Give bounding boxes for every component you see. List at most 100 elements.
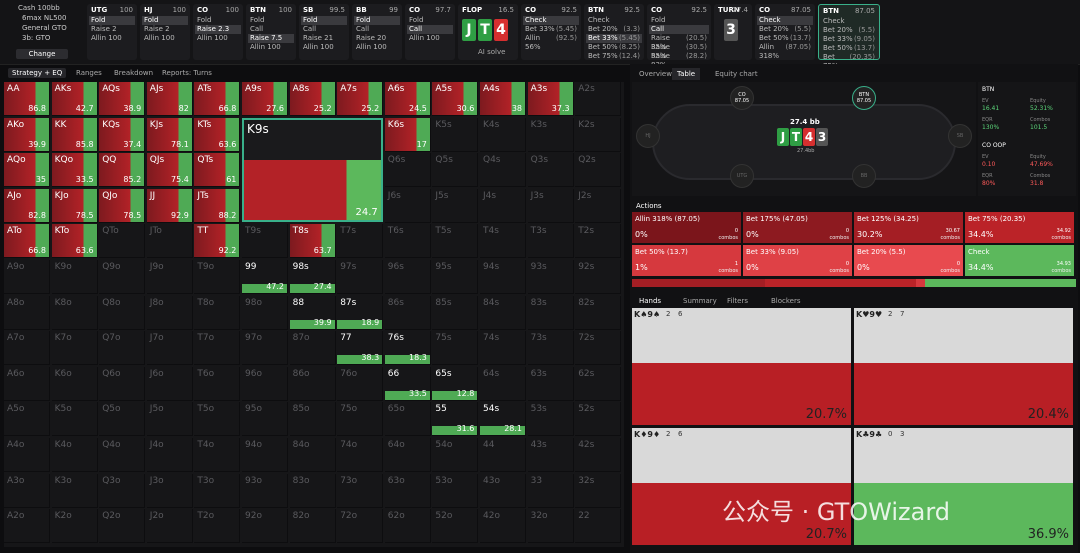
hand-cell[interactable]: J4o [146,438,193,472]
hand-cell[interactable]: KQs 37.4 [99,117,146,152]
hand-cell[interactable]: K4s [480,117,526,152]
hand-cell[interactable]: T7o [194,331,241,366]
hand-tile[interactable]: K♥9♥ 2 7 20.4% [854,308,1073,425]
hand-cell[interactable]: 62o [384,509,431,544]
hand-cell[interactable]: KJs 78.1 [146,117,193,152]
hand-cell[interactable]: K8o [51,295,98,330]
hand-cell[interactable]: AA 86.8 [4,82,50,116]
action-option[interactable]: Check [821,17,877,26]
hand-cell[interactable]: 96o [242,366,288,401]
hand-cell[interactable]: Q5o [99,402,146,437]
hand-cell[interactable]: T6s [384,224,431,259]
hand-cell[interactable]: Q6o [99,366,146,401]
hand-cell[interactable]: 64s [480,366,526,401]
action-option[interactable]: Allin 100 [142,34,188,43]
hand-cell[interactable]: 82o [289,509,336,544]
hand-cell[interactable]: 32o [527,509,574,544]
hand-cell[interactable]: 87s 18.9 [337,295,384,330]
action-option[interactable]: Raise 21 [301,34,347,43]
hand-cell[interactable]: Q4s [480,153,526,188]
hands-tab[interactable]: Hands [639,297,662,305]
hand-cell[interactable]: J4s [480,188,526,223]
hands-tab[interactable]: Filters [727,297,748,305]
hand-cell[interactable]: 54o [432,438,479,472]
action-tile[interactable]: Bet 175% (47.05) 0% 0 combos [743,212,852,243]
hand-cell[interactable]: AKo 39.9 [4,117,50,152]
action-option[interactable]: Allin 100 [89,34,135,43]
panel-tab[interactable]: Table [672,68,701,80]
hand-cell[interactable]: A3o [4,473,50,508]
hand-cell[interactable]: A6s 24.5 [384,82,431,116]
hand-cell[interactable]: 73o [337,473,384,508]
action-tile[interactable]: Allin 318% (87.05) 0% 0 combos [632,212,741,243]
action-option[interactable]: Fold [89,16,135,25]
hand-cell[interactable]: 84o [289,438,336,472]
hand-cell[interactable]: 85o [289,402,336,437]
action-option[interactable]: Fold [248,16,294,25]
hand-cell[interactable]: T9s [242,224,288,259]
hand-cell[interactable]: Q9o [99,260,146,294]
hand-cell[interactable]: A2o [4,509,50,544]
hand-cell[interactable]: T4s [480,224,526,259]
hand-cell[interactable]: 32s [575,473,622,508]
hand-cell[interactable]: T8s 63.7 [289,224,336,259]
hand-cell[interactable]: Q6s [384,153,431,188]
action-option[interactable]: Raise 2 [142,25,188,34]
hand-cell[interactable]: J9o [146,260,193,294]
action-option[interactable]: Bet 50% (8.25) [586,43,642,52]
hand-cell[interactable]: 66 33.5 [384,366,431,401]
hand-cell[interactable]: 77 38.3 [337,331,384,366]
hand-cell[interactable]: 53o [432,473,479,508]
hand-cell[interactable]: A8o [4,295,50,330]
hand-cell[interactable]: JTo [146,224,193,259]
hand-cell[interactable]: 76s 18.3 [384,331,431,366]
hand-cell[interactable]: A7s 25.2 [337,82,384,116]
hand-tile[interactable]: K♦9♦ 2 6 20.7% [632,428,851,545]
action-option[interactable]: Raise 2 [89,25,135,34]
hand-cell[interactable]: 64o [384,438,431,472]
hand-cell[interactable]: J5o [146,402,193,437]
hand-cell[interactable]: 44 [480,438,526,472]
hand-cell[interactable]: JTs 88.2 [194,188,241,223]
hand-cell[interactable]: KTs 63.6 [194,117,241,152]
street-block[interactable]: CO 100 Fold Raise 2.3 Allin 100 [193,4,243,60]
action-option[interactable]: Allin 100 [301,43,347,52]
action-option[interactable]: Bet 20% (5.5) [821,26,877,35]
hand-cell[interactable]: A3s 37.3 [527,82,574,116]
hand-cell[interactable]: 73s [527,331,574,366]
street-block[interactable]: CO 92.5 Fold Call Raise 35% (20.5) Raise 55% (3… [647,4,711,69]
action-option[interactable]: Bet 20% (3.3) [586,25,642,34]
hand-cell[interactable]: 43o [480,473,526,508]
hand-cell[interactable]: T2o [194,509,241,544]
focus-cell[interactable]: K9s 24.7 [242,117,383,223]
hand-cell[interactable]: 87o [289,331,336,366]
hand-cell[interactable]: 93s [527,260,574,294]
hand-cell[interactable]: K6s 17 [384,117,431,152]
action-option[interactable]: Allin 56% (92.5) [523,34,579,51]
hand-cell[interactable]: T7s [337,224,384,259]
hand-cell[interactable]: T2s [575,224,622,259]
hand-cell[interactable]: K3s [527,117,574,152]
hand-cell[interactable]: 85s [432,295,479,330]
hand-cell[interactable]: J2o [146,509,193,544]
hand-cell[interactable]: T5s [432,224,479,259]
action-option[interactable]: Bet 50% (13.7) [821,44,877,53]
panel-tab[interactable]: Equity chart [715,70,758,78]
action-option[interactable]: Bet 20% (5.5) [757,25,813,34]
hand-cell[interactable]: 62s [575,366,622,401]
hand-cell[interactable]: QQ 85.2 [99,153,146,188]
hand-cell[interactable]: 84s [480,295,526,330]
hand-cell[interactable]: 65o [384,402,431,437]
hand-cell[interactable]: K2o [51,509,98,544]
hand-cell[interactable]: 53s [527,402,574,437]
hand-tile[interactable]: K♠9♠ 2 6 20.7% [632,308,851,425]
street-block[interactable]: TURN 27.4 3 [714,4,752,60]
hand-cell[interactable]: 52o [432,509,479,544]
street-block[interactable]: CO 97.7 Fold Call Allin 100 [405,4,455,60]
action-tile[interactable]: Bet 20% (5.5) 0% 0 combos [854,245,963,276]
hand-cell[interactable]: 54s 28.1 [480,402,526,437]
hand-cell[interactable]: 99 47.2 [242,260,288,294]
hand-cell[interactable]: 63s [527,366,574,401]
hand-cell[interactable]: 97s [337,260,384,294]
hand-cell[interactable]: 83s [527,295,574,330]
